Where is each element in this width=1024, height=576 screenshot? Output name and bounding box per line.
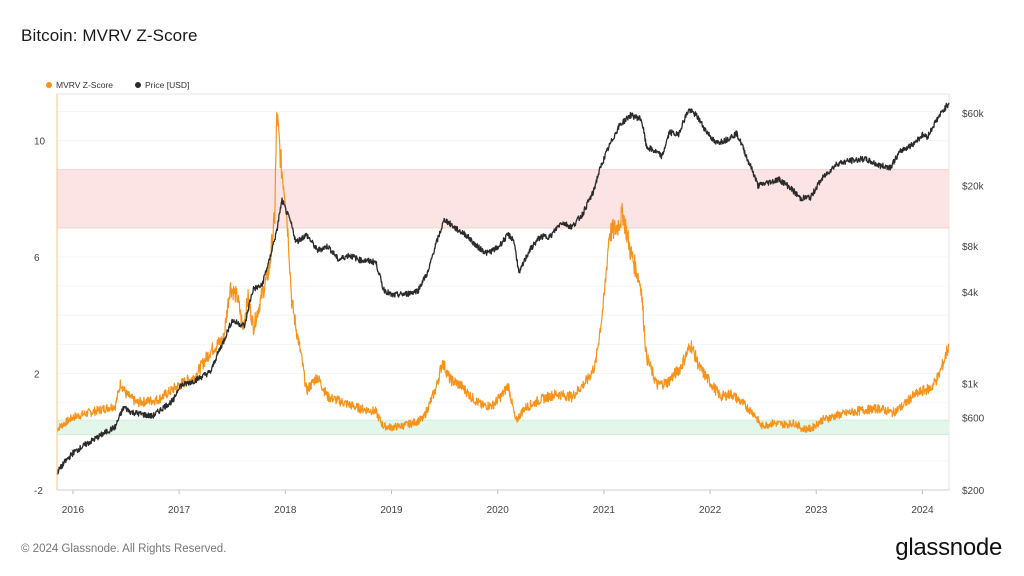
- legend-item-price[interactable]: Price [USD]: [135, 80, 189, 90]
- y-left-tick-label: -2: [34, 486, 43, 497]
- copyright-text: © 2024 Glassnode. All Rights Reserved.: [21, 543, 227, 555]
- y-right-tick-label: $200: [962, 486, 985, 497]
- y-right-tick-label: $4k: [962, 288, 979, 299]
- y-right-tick-label: $8k: [962, 242, 979, 253]
- x-tick-label: 2018: [274, 505, 297, 516]
- y-right-tick-label: $600: [962, 413, 985, 424]
- y-right-tick-label: $1k: [962, 380, 979, 391]
- band-overvalued: [57, 169, 949, 228]
- y-right-tick-label: $20k: [962, 182, 985, 193]
- y-left-tick-label: 10: [34, 137, 46, 148]
- legend-item-mvrv[interactable]: MVRV Z-Score: [46, 80, 113, 90]
- y-right-tick-label: $60k: [962, 109, 985, 120]
- legend-dot-price: [135, 82, 141, 88]
- series-line-mvrv-z-score: [56, 111, 950, 433]
- legend-label-mvrv: MVRV Z-Score: [56, 80, 113, 90]
- x-tick-label: 2020: [487, 505, 510, 516]
- legend-dot-mvrv: [46, 82, 52, 88]
- x-tick-label: 2024: [911, 505, 934, 516]
- chart-legend: MVRV Z-Score Price [USD]: [46, 80, 189, 90]
- x-tick-label: 2022: [699, 505, 722, 516]
- y-left-tick-label: 6: [34, 253, 40, 264]
- series-line-price-usd: [56, 102, 950, 475]
- x-tick-label: 2019: [380, 505, 403, 516]
- y-left-tick-label: 2: [34, 370, 40, 381]
- x-tick-label: 2021: [593, 505, 616, 516]
- x-tick-label: 2016: [62, 505, 85, 516]
- x-tick-label: 2023: [805, 505, 828, 516]
- chart-title: Bitcoin: MVRV Z-Score: [21, 26, 198, 45]
- legend-label-price: Price [USD]: [145, 80, 190, 90]
- glassnode-logo: glassnode: [895, 534, 1002, 561]
- band-undervalued: [57, 420, 949, 435]
- x-tick-label: 2017: [168, 505, 191, 516]
